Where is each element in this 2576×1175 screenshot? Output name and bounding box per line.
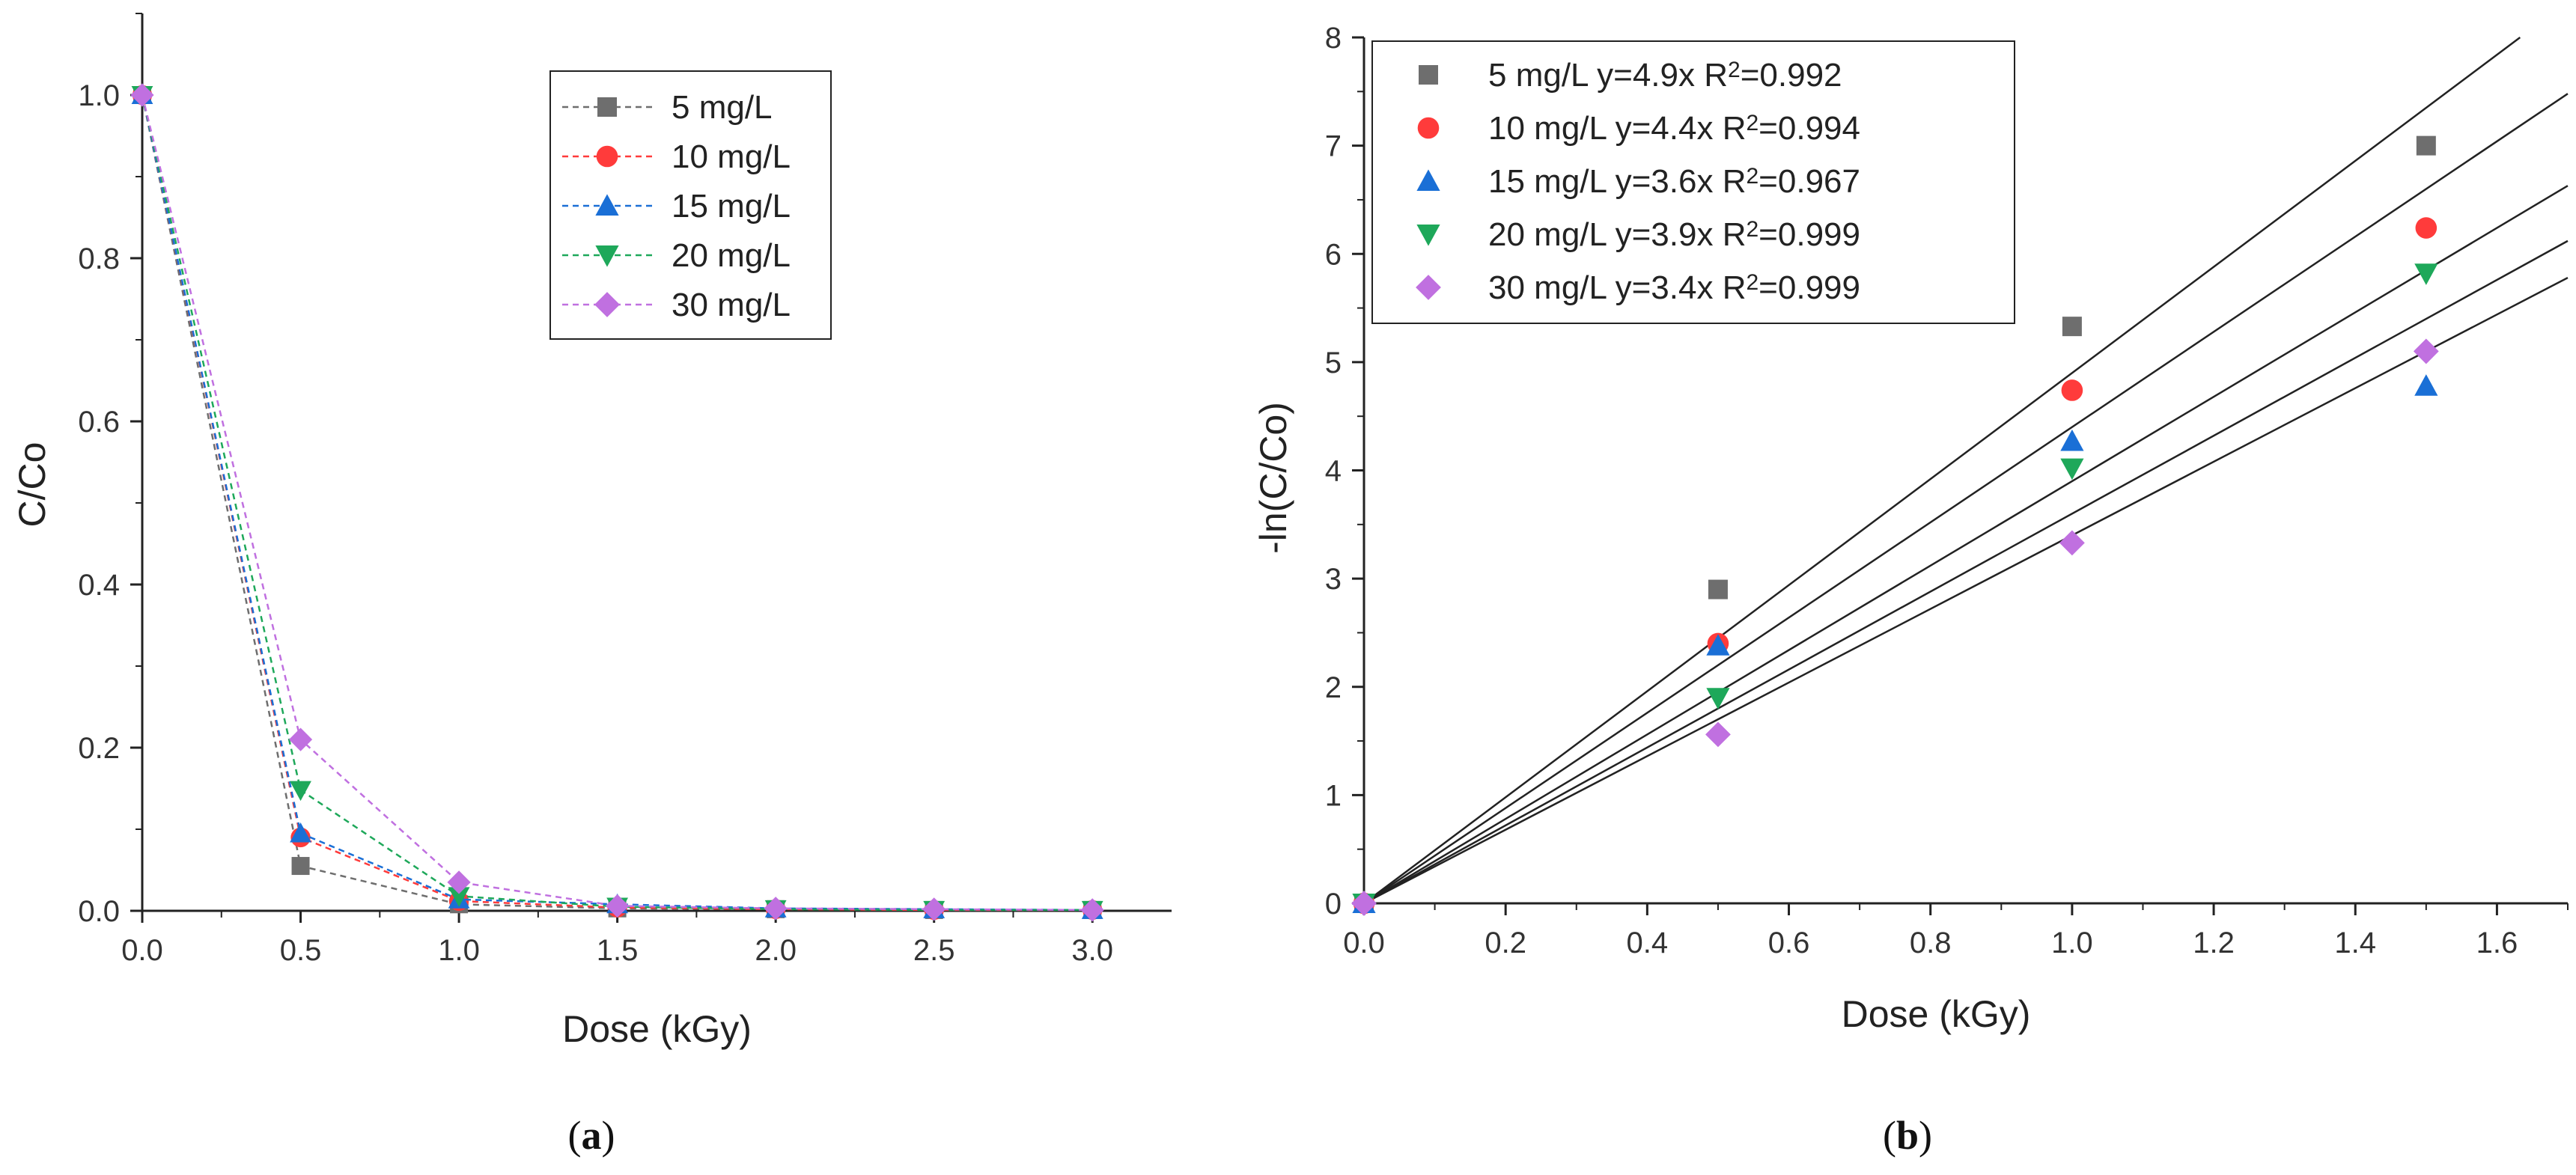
data-point-1-3 — [2415, 217, 2438, 239]
data-point-4-1 — [1705, 721, 1731, 748]
fit-line-2 — [1363, 239, 2569, 905]
data-point-3-2 — [448, 887, 470, 907]
legend-marker — [594, 292, 620, 317]
y-tick-label: 0.8 — [78, 242, 120, 275]
legend-label: 15 mg/L y=3.6x R2=0.967 — [1488, 163, 1860, 200]
legend-label: 10 mg/L y=4.4x R2=0.994 — [1488, 110, 1860, 147]
legend-label: 20 mg/L y=3.9x R2=0.999 — [1488, 216, 1860, 253]
x-tick-label: 1.5 — [597, 934, 639, 967]
x-tick-label: 1.6 — [2476, 927, 2518, 959]
fit-line-3 — [1363, 185, 2569, 905]
data-point-4-5 — [922, 897, 946, 921]
y-axis-title: C/Co — [11, 442, 53, 528]
legend-marker — [1416, 275, 1441, 300]
data-point-4-0 — [130, 83, 154, 107]
data-point-0-3 — [2416, 135, 2436, 156]
data-point-2-2 — [2060, 429, 2084, 451]
legend-marker — [1416, 225, 1440, 246]
y-tick-label: 1 — [1325, 779, 1342, 812]
data-point-4-2 — [447, 870, 471, 894]
x-tick-label: 0.6 — [1768, 927, 1810, 959]
x-axis-title: Dose (kGy) — [562, 1008, 752, 1050]
x-tick-label: 0.8 — [1910, 927, 1952, 959]
data-point-0-2 — [2062, 317, 2082, 337]
data-point-1-2 — [2061, 379, 2083, 401]
x-tick-label: 0.5 — [280, 934, 322, 967]
y-tick-label: 3 — [1325, 563, 1342, 596]
x-tick-label: 0.4 — [1627, 927, 1669, 959]
data-point-2-1 — [290, 822, 311, 843]
y-tick-label: 8 — [1325, 22, 1342, 55]
fit-line-0 — [1363, 36, 2521, 905]
legend-label: 30 mg/L y=3.4x R2=0.999 — [1488, 269, 1860, 306]
legend-marker — [595, 194, 619, 216]
x-tick-label: 1.4 — [2334, 927, 2376, 959]
data-point-3-3 — [2414, 263, 2438, 285]
data-point-0-1 — [1708, 579, 1728, 599]
legend-marker — [597, 97, 617, 117]
x-axis-title: Dose (kGy) — [1842, 993, 2031, 1035]
legend-a: 5 mg/L 10 mg/L 15 mg/L 20 mg/L 30 mg/L — [549, 70, 832, 340]
legend-marker — [1416, 169, 1440, 191]
y-tick-label: 7 — [1325, 130, 1342, 163]
x-tick-label: 0.2 — [1485, 927, 1526, 959]
x-tick-label: 0.0 — [121, 934, 163, 967]
legend-marker — [595, 245, 619, 267]
data-point-0-1 — [291, 857, 310, 876]
legend-b: 5 mg/L y=4.9x R2=0.992 10 mg/L y=4.4x R2=… — [1371, 40, 2015, 324]
legend-label: 30 mg/L — [672, 287, 791, 323]
panel-label-b: (b) — [1883, 1113, 1932, 1158]
legend-box — [1371, 40, 2015, 324]
panel-a-chart: 0.0 0.5 1.0 1.5 2.0 2.5 3.0 0.0 0.2 0.4 0.6 0.8 1.0 D… — [11, 13, 1172, 1158]
y-tick-label: 0.6 — [78, 406, 120, 439]
y-tick-label: 6 — [1325, 238, 1342, 271]
panel-label-a: (a) — [568, 1113, 615, 1158]
legend-label: 10 mg/L — [672, 138, 791, 175]
y-tick-label: 2 — [1325, 671, 1342, 704]
data-point-4-0 — [1351, 891, 1377, 916]
data-point-4-4 — [764, 897, 788, 921]
legend-label: 20 mg/L — [672, 237, 791, 274]
data-point-2-1 — [1706, 634, 1730, 656]
x-tick-label: 2.5 — [913, 934, 955, 967]
data-point-4-1 — [288, 727, 313, 751]
legend-label: 5 mg/L y=4.9x R2=0.992 — [1488, 57, 1842, 94]
y-tick-label: 4 — [1325, 455, 1342, 488]
y-tick-label: 1.0 — [78, 79, 120, 112]
x-tick-label: 0.0 — [1343, 927, 1385, 959]
data-point-3-1 — [1706, 688, 1730, 709]
y-tick-label: 0 — [1325, 888, 1342, 921]
data-point-4-2 — [2059, 530, 2085, 556]
legend-marker — [1419, 65, 1438, 85]
x-tick-label: 1.0 — [438, 934, 480, 967]
y-axis-title: -ln(C/Co) — [1252, 402, 1294, 554]
x-tick-label: 1.0 — [2051, 927, 2093, 959]
x-tick-label: 1.2 — [2193, 927, 2235, 959]
fit-line-1 — [1363, 93, 2569, 905]
legend-marker — [596, 145, 618, 168]
y-tick-label: 5 — [1325, 347, 1342, 379]
legend-marker — [1417, 117, 1440, 139]
data-point-3-2 — [2060, 458, 2084, 480]
data-point-4-6 — [1080, 898, 1104, 922]
x-tick-label: 2.0 — [755, 934, 797, 967]
legend-label: 15 mg/L — [672, 188, 791, 225]
fit-line-4 — [1363, 276, 2569, 905]
panel-b-chart: 0.0 0.2 0.4 0.6 0.8 1.0 1.2 1.4 1.6 0 1 2 3 4 5 6 7 8 Dose… — [1252, 22, 2569, 1158]
y-tick-label: 0.0 — [78, 895, 120, 928]
y-tick-label: 0.4 — [78, 569, 120, 602]
x-tick-label: 3.0 — [1071, 934, 1113, 967]
data-point-3-1 — [290, 781, 311, 802]
data-point-4-3 — [2413, 338, 2439, 364]
data-point-2-3 — [2414, 374, 2438, 396]
data-point-4-3 — [606, 894, 630, 918]
y-tick-label: 0.2 — [78, 732, 120, 765]
legend-label: 5 mg/L — [672, 89, 773, 126]
